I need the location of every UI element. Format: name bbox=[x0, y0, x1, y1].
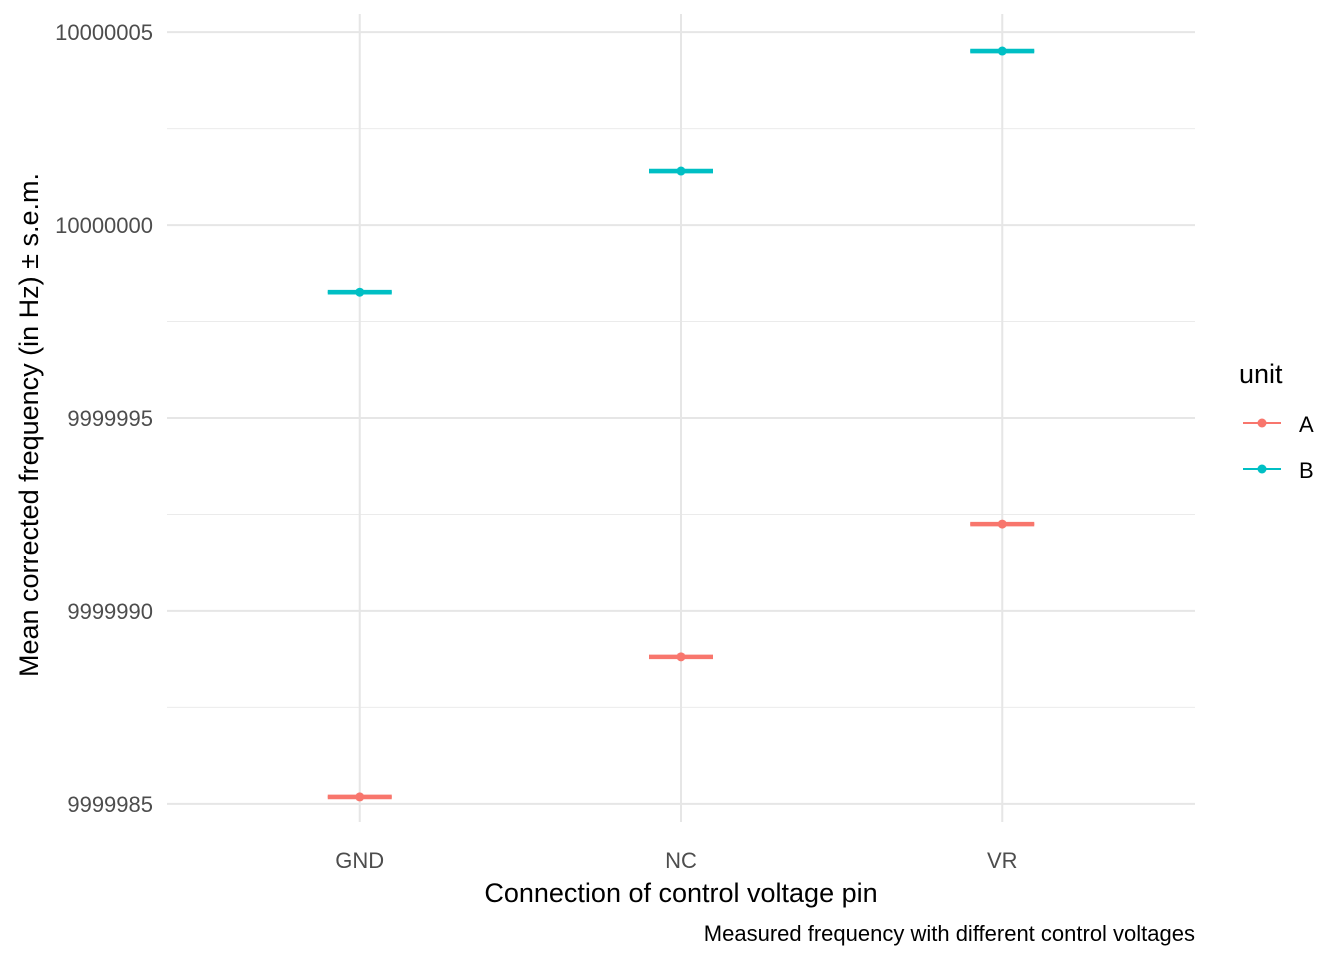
point-A-GND bbox=[355, 792, 365, 802]
x-tick-label: GND bbox=[335, 848, 384, 873]
y-axis-label: Mean corrected frequency (in Hz) ± s.e.m… bbox=[14, 173, 44, 677]
point-A-VR bbox=[997, 519, 1007, 529]
x-tick-label: VR bbox=[987, 848, 1018, 873]
legend-key-point bbox=[1257, 464, 1267, 474]
legend-label: A bbox=[1299, 412, 1314, 437]
point-B-NC bbox=[676, 166, 686, 176]
data-marks bbox=[327, 46, 1035, 802]
legend-key-point bbox=[1257, 418, 1267, 428]
y-tick-label: 9999995 bbox=[67, 406, 153, 431]
y-tick-label: 10000005 bbox=[55, 20, 153, 45]
legend: unit AB bbox=[1239, 359, 1314, 483]
legend-title: unit bbox=[1239, 359, 1283, 389]
legend-label: B bbox=[1299, 458, 1314, 483]
grid bbox=[167, 14, 1195, 822]
y-tick-labels: 9999985 9999990 9999995 10000000 10000005 bbox=[55, 20, 153, 817]
point-B-GND bbox=[355, 287, 365, 297]
x-tick-label: NC bbox=[665, 848, 697, 873]
point-B-VR bbox=[997, 46, 1007, 56]
y-tick-label: 9999990 bbox=[67, 599, 153, 624]
x-axis-label: Connection of control voltage pin bbox=[484, 878, 877, 908]
caption: Measured frequency with different contro… bbox=[704, 921, 1195, 946]
y-tick-label: 10000000 bbox=[55, 213, 153, 238]
y-tick-label: 9999985 bbox=[67, 792, 153, 817]
point-A-NC bbox=[676, 652, 686, 662]
x-tick-labels: GND NC VR bbox=[335, 848, 1017, 873]
